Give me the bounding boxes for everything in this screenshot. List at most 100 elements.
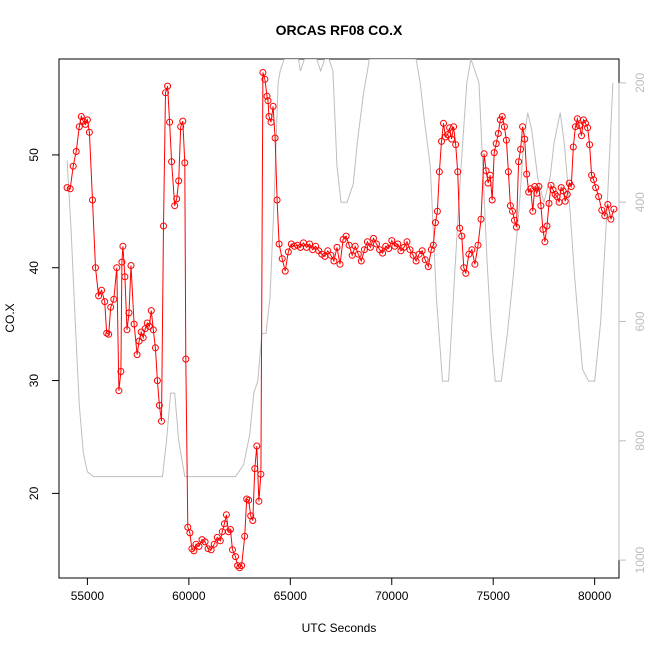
co-point [216, 537, 224, 545]
x-tick-label: 80000 [578, 589, 612, 603]
co-point [261, 75, 269, 83]
co-point [610, 205, 618, 213]
co-point [448, 135, 456, 143]
co-point [571, 123, 579, 131]
y-axis-label: CO.X [3, 303, 17, 332]
co-point [117, 368, 125, 375]
right-axis: 200 400 600 800 1000 [618, 73, 647, 573]
co-point [63, 184, 71, 192]
co-point [69, 162, 77, 170]
co-point [567, 183, 575, 190]
co-point [263, 92, 271, 100]
right-tick-label: 400 [633, 192, 647, 212]
co-point [471, 260, 479, 268]
co-point [500, 123, 508, 131]
chart-title: ORCAS RF08 CO.X [276, 22, 403, 38]
x-tick-label: 75000 [477, 589, 511, 603]
co-point [565, 179, 573, 187]
co-point [171, 202, 179, 210]
co-point [496, 116, 504, 124]
co-point [446, 124, 454, 132]
right-tick-label: 600 [633, 311, 647, 331]
co-point [458, 232, 466, 240]
co-point [238, 562, 246, 570]
co-point [450, 123, 458, 131]
co-point [543, 222, 551, 230]
co-point [452, 141, 460, 149]
co-point [494, 130, 502, 137]
co-point [101, 298, 109, 306]
co-point [561, 197, 569, 205]
co-point [431, 219, 439, 227]
x-tick-label: 70000 [375, 589, 409, 603]
co-point [421, 256, 429, 264]
co-point [275, 240, 283, 248]
co-point [179, 117, 187, 125]
x-tick-label: 55000 [71, 589, 105, 603]
co-point [173, 195, 181, 203]
co-point [327, 251, 335, 259]
co-point [598, 206, 606, 214]
co-point [569, 143, 577, 151]
co-point [456, 224, 464, 232]
co-point [584, 124, 592, 132]
co-point [224, 528, 232, 536]
co-point [521, 135, 529, 143]
co-point [284, 248, 292, 256]
co-point [168, 158, 176, 166]
co-point [394, 240, 402, 248]
co-point [257, 470, 265, 478]
co-point [95, 292, 103, 300]
co-point [557, 184, 565, 192]
co-point [547, 181, 555, 189]
co-point [164, 82, 172, 90]
co-point [127, 262, 135, 269]
co-point [427, 246, 435, 254]
co-point [592, 184, 600, 192]
co-point [253, 442, 261, 450]
co-point [236, 564, 244, 572]
co-point [418, 247, 426, 255]
co-point [575, 122, 583, 130]
co-point [105, 330, 113, 338]
co-point [563, 190, 571, 198]
co-point [498, 113, 506, 120]
co-point [269, 102, 277, 110]
co-point [333, 243, 341, 251]
co-point [490, 149, 498, 157]
co-point [255, 497, 263, 505]
co-point [406, 246, 414, 254]
co-point [588, 171, 596, 179]
co-series [63, 69, 618, 572]
co-point [580, 116, 587, 124]
co-point [480, 150, 488, 158]
co-point [504, 168, 512, 176]
co-point [363, 238, 371, 246]
co-point [370, 234, 377, 242]
co-point [531, 183, 539, 190]
right-tick-label: 1000 [633, 546, 647, 573]
y-tick-label: 50 [27, 148, 41, 162]
co-point [85, 128, 93, 136]
co-point [259, 69, 267, 76]
co-point [77, 113, 85, 120]
co-point [535, 183, 543, 190]
co-point [454, 168, 462, 176]
co-point [468, 246, 476, 254]
co-point [509, 207, 516, 215]
co-point [586, 141, 594, 149]
co-point [75, 123, 83, 131]
co-point [232, 553, 239, 561]
co-point [388, 237, 396, 245]
co-point [175, 177, 183, 185]
co-point [537, 202, 545, 210]
co-point [477, 215, 485, 223]
co-point [226, 526, 234, 533]
co-point [330, 257, 338, 265]
co-point [271, 134, 279, 142]
co-point [541, 238, 549, 246]
co-point [438, 137, 445, 145]
co-point [515, 158, 523, 166]
co-point [162, 89, 169, 97]
